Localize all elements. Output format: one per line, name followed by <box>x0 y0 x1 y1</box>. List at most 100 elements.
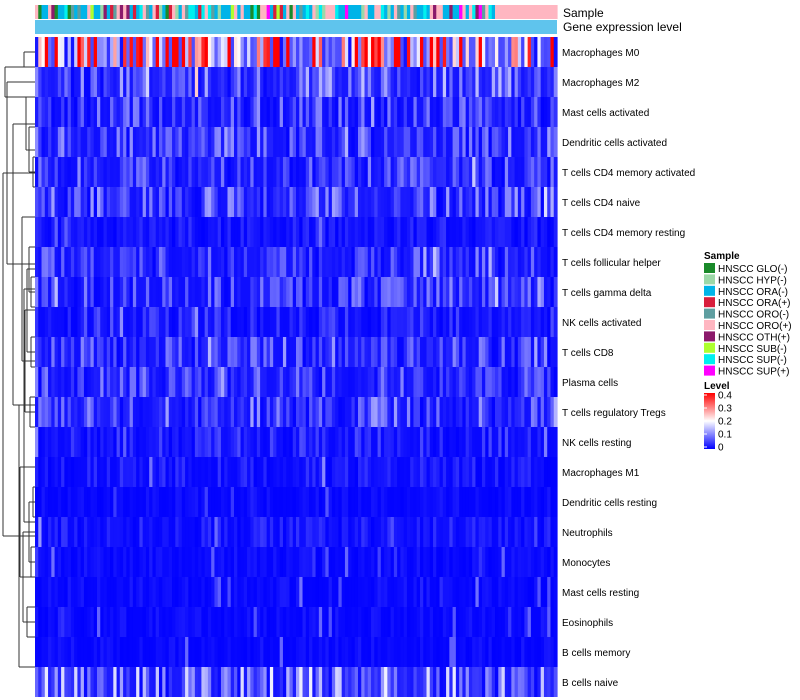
heatmap-cell <box>194 547 199 577</box>
heatmap-cell <box>491 367 496 397</box>
heatmap-cell <box>64 277 69 307</box>
heatmap-cell <box>475 547 480 577</box>
heatmap-cell <box>537 37 542 67</box>
heatmap-cell <box>96 307 101 337</box>
heatmap-cell <box>83 337 88 367</box>
heatmap-cell <box>449 427 454 457</box>
heatmap-cell <box>204 187 209 217</box>
heatmap-cell <box>227 607 232 637</box>
heatmap-cell <box>41 487 46 517</box>
heatmap-cell <box>547 547 552 577</box>
heatmap-cell <box>292 277 297 307</box>
heatmap-cell <box>305 367 310 397</box>
heatmap-cell <box>530 127 535 157</box>
heatmap-cell <box>230 577 235 607</box>
heatmap-cell <box>96 337 101 367</box>
sample-annotation-cell <box>126 5 131 19</box>
heatmap-cell <box>322 367 326 397</box>
heatmap-cell <box>188 367 193 397</box>
heatmap-cell <box>87 367 92 397</box>
heatmap-cell <box>439 547 444 577</box>
heatmap-cell <box>175 247 180 277</box>
heatmap-cell <box>286 367 291 397</box>
heatmap-cell <box>240 577 245 607</box>
heatmap-cell <box>534 97 539 127</box>
heatmap-cell <box>57 127 62 157</box>
heatmap-cell <box>286 247 291 277</box>
heatmap-cell <box>64 397 69 427</box>
heatmap-cell <box>273 607 278 637</box>
heatmap-cell <box>449 667 454 697</box>
heatmap-cell <box>403 157 408 187</box>
sample-annotation-cell <box>403 5 408 19</box>
heatmap-cell <box>113 307 118 337</box>
heatmap-cell <box>204 457 209 487</box>
heatmap-cell <box>70 667 75 697</box>
heatmap-cell <box>207 157 212 187</box>
sample-annotation-cell <box>224 5 229 19</box>
heatmap-cell <box>83 637 88 667</box>
heatmap-cell <box>162 427 167 457</box>
heatmap-cell <box>449 517 454 547</box>
heatmap-cell <box>286 397 291 427</box>
heatmap-cell <box>462 127 467 157</box>
heatmap-cell <box>116 607 121 637</box>
heatmap-cell <box>416 457 421 487</box>
heatmap-cell <box>478 307 483 337</box>
heatmap-cell <box>96 367 101 397</box>
heatmap-cell <box>501 157 506 187</box>
sample-annotation-cell <box>116 5 121 19</box>
heatmap-cell <box>514 97 519 127</box>
heatmap-cell <box>423 187 428 217</box>
heatmap-cell <box>543 247 548 277</box>
heatmap-cell <box>247 127 251 157</box>
heatmap-cell <box>279 307 284 337</box>
heatmap-cell <box>67 367 72 397</box>
heatmap-cell <box>419 217 424 247</box>
heatmap-cell <box>93 547 98 577</box>
heatmap-cell <box>149 667 154 697</box>
heatmap-cell <box>426 337 431 367</box>
heatmap-cell <box>188 277 193 307</box>
heatmap-cell <box>273 277 278 307</box>
heatmap-cell <box>220 187 225 217</box>
heatmap-cell <box>397 37 401 67</box>
heatmap-cell <box>172 517 176 547</box>
heatmap-cell <box>374 337 379 367</box>
heatmap-cell <box>67 517 72 547</box>
heatmap-cell <box>48 217 52 247</box>
heatmap-cell <box>230 517 235 547</box>
sample-annotation-cell <box>296 5 300 19</box>
heatmap-cell <box>517 127 522 157</box>
heatmap-cell <box>449 217 454 247</box>
heatmap-cell <box>129 307 134 337</box>
heatmap-cell <box>175 367 180 397</box>
heatmap-cell <box>322 547 326 577</box>
heatmap-cell <box>312 667 317 697</box>
heatmap-cell <box>305 277 310 307</box>
heatmap-cell <box>106 67 111 97</box>
heatmap-cell <box>230 487 235 517</box>
heatmap-cell <box>400 577 405 607</box>
heatmap-cell <box>315 607 320 637</box>
heatmap-cell <box>504 277 509 307</box>
heatmap-cell <box>371 427 375 457</box>
heatmap-cell <box>113 217 118 247</box>
heatmap-cell <box>455 67 460 97</box>
heatmap-cell <box>70 397 75 427</box>
heatmap-cell <box>77 67 82 97</box>
heatmap-cell <box>393 367 398 397</box>
heatmap-cell <box>374 307 379 337</box>
heatmap-cell <box>328 517 333 547</box>
heatmap-cell <box>426 367 431 397</box>
heatmap-cell <box>220 637 225 667</box>
sample-annotation-cell <box>247 5 251 19</box>
heatmap-cell <box>478 367 483 397</box>
heatmap-cell <box>547 367 552 397</box>
sample-annotation-cell <box>348 5 353 19</box>
heatmap-cell <box>51 487 56 517</box>
heatmap-cell <box>318 187 323 217</box>
heatmap-cell <box>299 487 304 517</box>
heatmap-cell <box>123 97 127 127</box>
heatmap-cell <box>436 667 441 697</box>
